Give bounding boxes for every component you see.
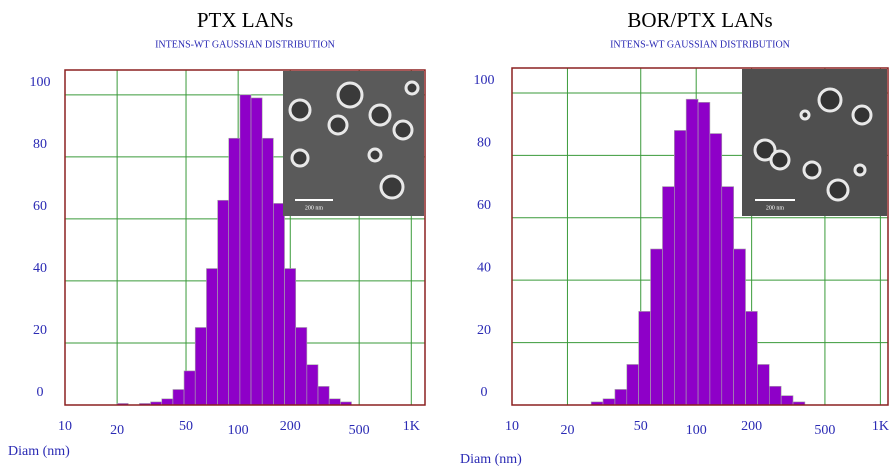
x-axis-title: Diam (nm) [8, 444, 70, 459]
bar [674, 130, 687, 406]
x-tick-label: 100 [686, 423, 707, 438]
chart-title: PTX LANs [197, 8, 293, 32]
y-tick-label: 40 [477, 260, 491, 275]
x-tick-label: 1K [403, 419, 420, 434]
bar [328, 398, 341, 406]
chart-subtitle: INTENS-WT GAUSSIAN DISTRIBUTION [610, 39, 790, 50]
scale-label: 200 nm [766, 205, 785, 211]
bar [295, 327, 308, 406]
bar [709, 133, 723, 406]
chart-subtitle: INTENS-WT GAUSSIAN DISTRIBUTION [155, 39, 335, 50]
bar [626, 364, 639, 406]
bar [273, 203, 285, 406]
bar [685, 98, 699, 406]
x-tick-label: 50 [634, 419, 648, 434]
y-tick-label: 20 [33, 323, 47, 338]
x-tick-label: 200 [741, 419, 762, 434]
x-tick-label: 20 [110, 423, 124, 438]
bar [602, 398, 616, 406]
x-tick-label: 10 [58, 419, 72, 434]
bar [172, 389, 185, 406]
bar [250, 97, 263, 406]
particles [288, 80, 420, 200]
bar [261, 137, 274, 406]
y-tick-label: 100 [30, 75, 51, 90]
bar [650, 248, 663, 406]
bar [721, 186, 734, 406]
y-tick-label: 60 [477, 198, 491, 213]
bar [780, 395, 794, 406]
bar [306, 364, 319, 406]
particles [753, 87, 873, 202]
bar [194, 327, 207, 406]
y-tick-label: 20 [477, 323, 491, 338]
bar [697, 102, 711, 406]
y-tick-label: 40 [33, 261, 47, 276]
x-tick-label: 500 [349, 423, 370, 438]
x-tick-label: 10 [505, 419, 519, 434]
scale-label: 200 nm [305, 205, 324, 211]
bar [757, 364, 770, 406]
x-tick-label: 1K [872, 419, 889, 434]
bar [228, 137, 241, 406]
bar [745, 311, 758, 406]
y-tick-label: 0 [481, 385, 488, 400]
bar [733, 248, 746, 406]
sem-inset: 200 nm [283, 71, 424, 216]
x-tick-label: 500 [814, 423, 835, 438]
plot-frame [64, 69, 426, 406]
x-tick-label: 50 [179, 419, 193, 434]
x-axis-title: Diam (nm) [460, 452, 522, 467]
bar [638, 311, 651, 406]
bar [183, 370, 196, 406]
y-tick-label: 80 [477, 136, 491, 151]
y-tick-label: 0 [37, 385, 44, 400]
y-tick-label: 100 [474, 73, 495, 88]
x-tick-label: 200 [280, 419, 301, 434]
bar [317, 386, 330, 406]
x-tick-label: 20 [560, 423, 574, 438]
x-tick-label: 100 [228, 423, 249, 438]
chart-title: BOR/PTX LANs [627, 8, 772, 32]
bar [614, 389, 628, 406]
bar [239, 94, 252, 406]
bar [768, 385, 782, 406]
y-tick-label: 60 [33, 199, 47, 214]
y-tick-label: 80 [33, 137, 47, 152]
bar [217, 199, 230, 406]
bar [284, 268, 297, 406]
bar [161, 398, 174, 406]
sem-inset: 200 nm [742, 69, 887, 216]
bar [662, 186, 675, 406]
plot-frame [511, 67, 889, 406]
bar [206, 268, 218, 406]
